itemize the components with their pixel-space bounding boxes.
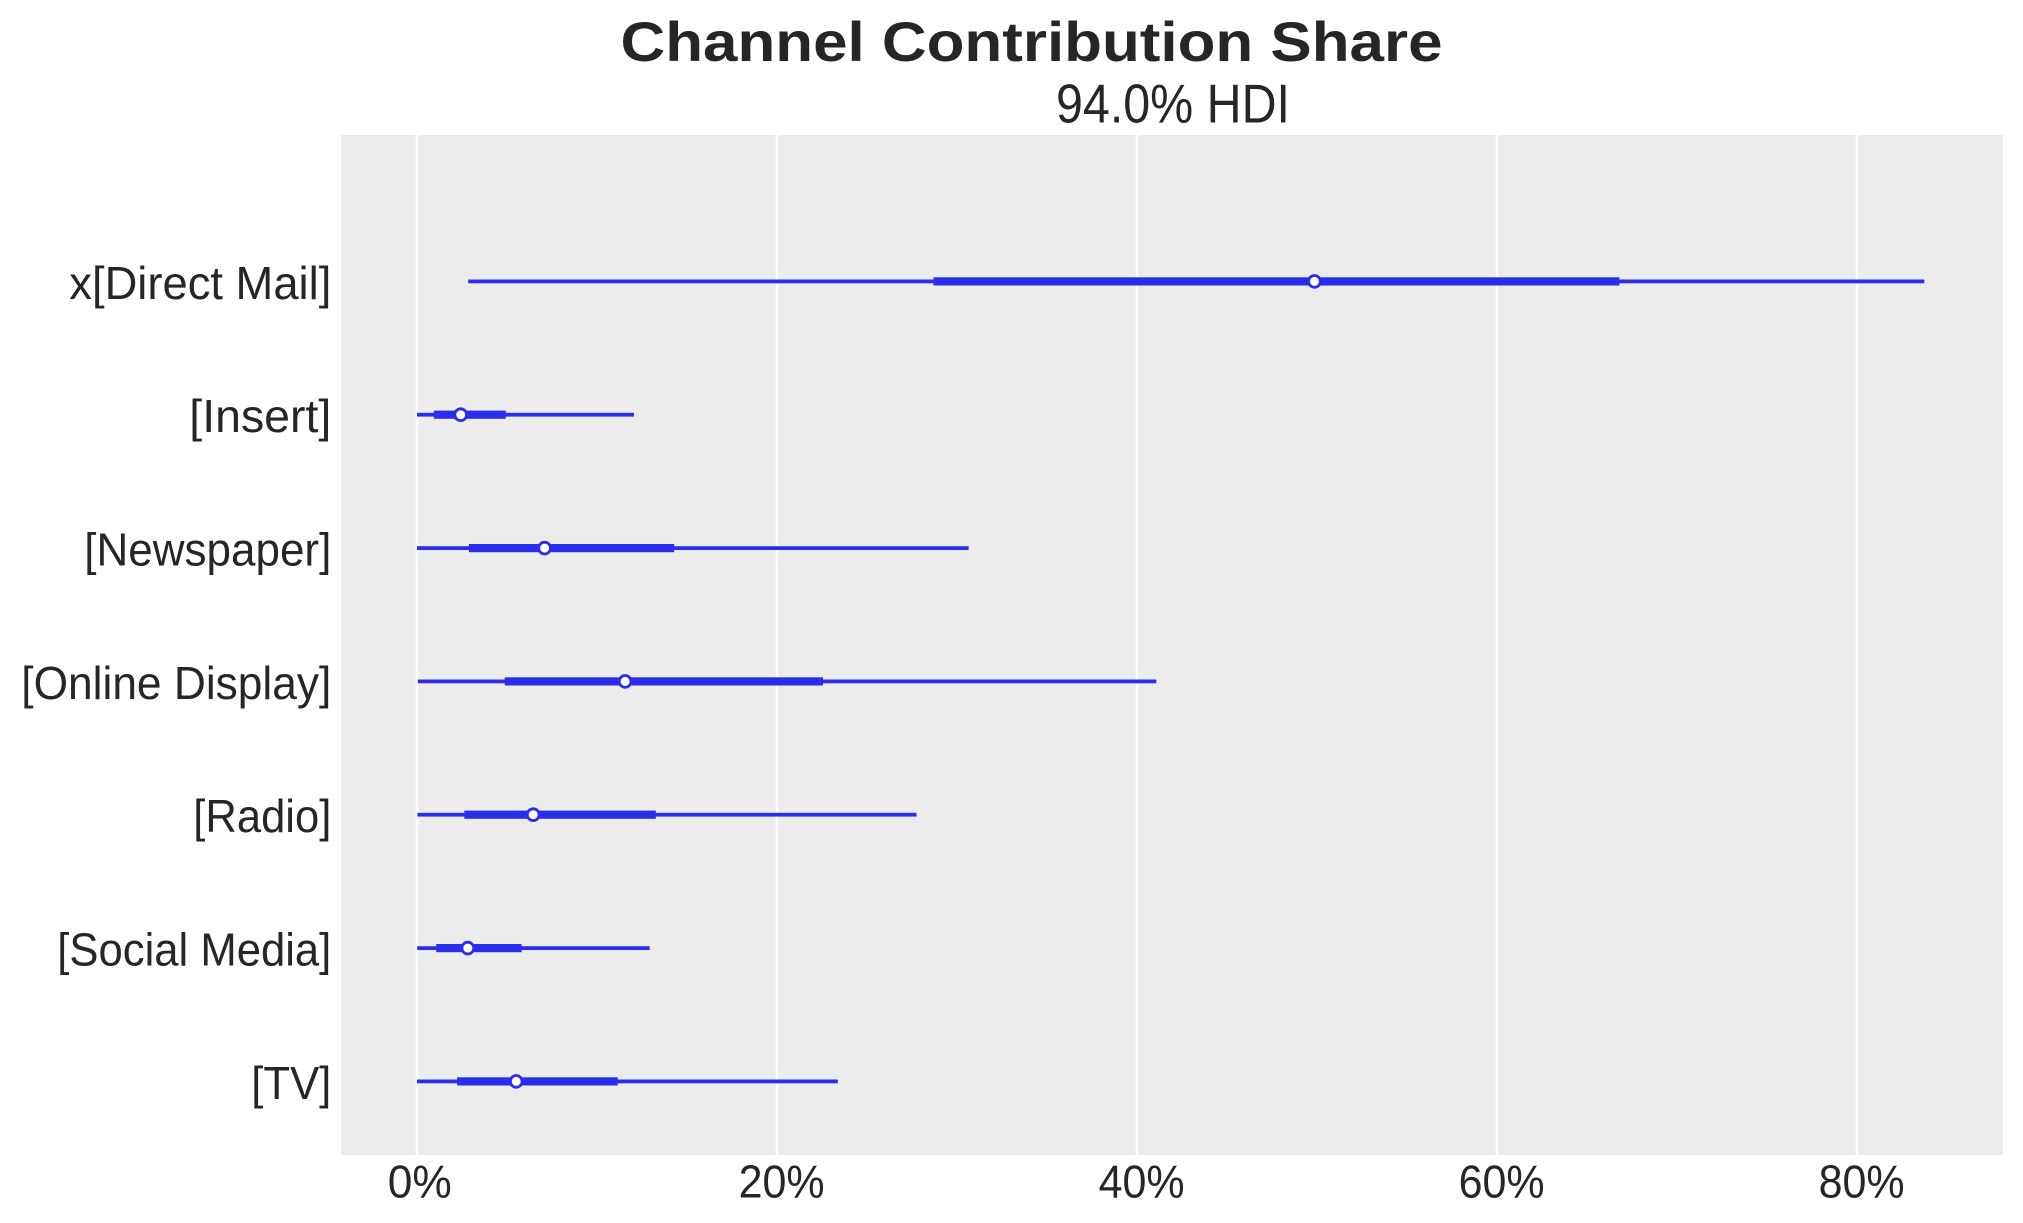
svg-text:[Insert]: [Insert] xyxy=(189,390,331,442)
svg-text:40%: 40% xyxy=(1099,1156,1185,1208)
svg-text:94.0% HDI: 94.0% HDI xyxy=(1056,73,1290,135)
svg-text:[Online Display]: [Online Display] xyxy=(21,657,331,709)
svg-text:[Social Media]: [Social Media] xyxy=(57,924,331,976)
svg-text:[TV]: [TV] xyxy=(251,1057,331,1109)
svg-text:x[Direct Mail]: x[Direct Mail] xyxy=(69,257,331,309)
svg-text:80%: 80% xyxy=(1819,1156,1905,1208)
svg-text:Channel Contribution Share: Channel Contribution Share xyxy=(621,10,1443,73)
svg-text:20%: 20% xyxy=(739,1156,825,1208)
svg-text:0%: 0% xyxy=(388,1156,452,1208)
svg-text:60%: 60% xyxy=(1459,1156,1545,1208)
svg-text:[Newspaper]: [Newspaper] xyxy=(84,524,331,576)
svg-text:[Radio]: [Radio] xyxy=(193,790,331,842)
